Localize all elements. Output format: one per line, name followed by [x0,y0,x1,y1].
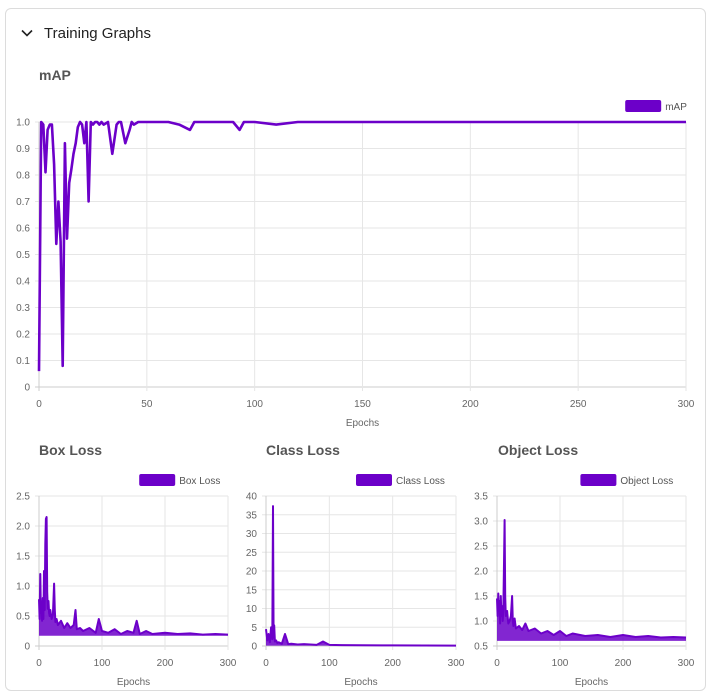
box-loss-legend-swatch [139,474,176,486]
box-loss-y-tick-label: 0 [24,642,30,653]
object-loss-x-tick-label: 300 [678,658,695,669]
class-loss-y-tick-label: 40 [246,492,258,503]
class-loss-x-tick-label: 300 [448,658,465,669]
box-loss-y-tick-label: 1.5 [16,552,30,563]
box-loss-y-tick-label: 2.5 [16,492,30,503]
chevron-down-icon[interactable] [20,26,34,40]
box-loss-y-tick-label: 1.0 [16,582,30,593]
map-y-tick-label: 0.9 [16,144,30,155]
class-loss-x-tick-label: 0 [263,658,269,669]
class-loss-y-tick-label: 20 [246,567,258,578]
object-loss-x-tick-label: 100 [552,658,569,669]
map-y-tick-label: 0.3 [16,303,30,314]
box-loss-legend-label: Box Loss [179,476,220,487]
box-loss-x-tick-label: 300 [220,658,237,669]
class-loss-y-tick-label: 35 [246,510,258,521]
map-x-tick-label: 50 [141,399,153,410]
map-y-tick-label: 0.5 [16,250,30,261]
class-loss-legend-swatch [356,474,392,486]
class-loss-x-tick-label: 100 [321,658,338,669]
class-loss-x-axis-label: Epochs [344,677,377,688]
box-loss-x-tick-label: 100 [94,658,111,669]
panel-title: Training Graphs [44,24,151,42]
box-loss-x-tick-label: 0 [36,658,42,669]
box-loss-y-tick-label: 0.5 [16,612,30,623]
object-loss-x-tick-label: 0 [494,658,500,669]
box-loss-x-axis-label: Epochs [117,677,150,688]
box-loss-series-area [39,517,228,636]
box-loss-series-line [38,516,229,636]
class-loss-legend-label: Class Loss [396,476,445,487]
map-y-tick-label: 0.6 [16,224,30,235]
class-loss-series-area [266,506,456,646]
map-x-tick-label: 300 [678,399,695,410]
object-loss-y-tick-label: 0.5 [474,642,488,653]
class-loss-y-tick-label: 5 [251,623,257,634]
class-loss-y-tick-label: 15 [246,585,258,596]
object-loss-y-tick-label: 3.5 [474,492,488,503]
map-x-tick-label: 250 [570,399,587,410]
class-loss-y-tick-label: 25 [246,548,258,559]
map-x-tick-label: 100 [246,399,263,410]
map-x-axis-label: Epochs [346,418,379,429]
object-loss-y-tick-label: 2.0 [474,567,488,578]
map-y-tick-label: 1.0 [16,118,30,129]
object-loss-x-tick-label: 200 [615,658,632,669]
class-loss-y-tick-label: 30 [246,529,258,540]
object-loss-chart-title: Object Loss [498,442,579,458]
map-y-tick-label: 0.4 [16,277,30,288]
map-x-tick-label: 0 [36,399,42,410]
map-y-tick-label: 0.1 [16,356,30,367]
class-loss-y-tick-label: 0 [251,642,257,653]
class-loss-chart-title: Class Loss [266,442,340,458]
map-y-tick-label: 0 [24,383,30,394]
box-loss-chart-title: Box Loss [39,442,103,458]
object-loss-x-axis-label: Epochs [575,677,608,688]
map-y-tick-label: 0.2 [16,330,30,341]
object-loss-legend-label: Object Loss [620,476,673,487]
map-chart-title: mAP [39,67,71,83]
class-loss-x-tick-label: 200 [384,658,401,669]
map-legend-label: mAP [665,102,687,113]
map-x-tick-label: 200 [462,399,479,410]
object-loss-y-tick-label: 1.5 [474,592,488,603]
object-loss-legend-swatch [580,474,617,486]
map-series-line [37,120,686,372]
class-loss-y-tick-label: 10 [246,604,258,615]
box-loss-y-tick-label: 2.0 [16,522,30,533]
map-y-tick-label: 0.8 [16,171,30,182]
map-x-tick-label: 150 [354,399,371,410]
object-loss-y-tick-label: 1.0 [474,617,488,628]
map-legend-swatch [625,100,662,112]
panel-header[interactable]: Training Graphs [20,21,151,45]
box-loss-x-tick-label: 200 [157,658,174,669]
object-loss-series-line [496,519,687,639]
map-y-tick-label: 0.7 [16,197,30,208]
object-loss-y-tick-label: 2.5 [474,542,488,553]
class-loss-series-line [265,505,457,647]
object-loss-y-tick-label: 3.0 [474,517,488,528]
